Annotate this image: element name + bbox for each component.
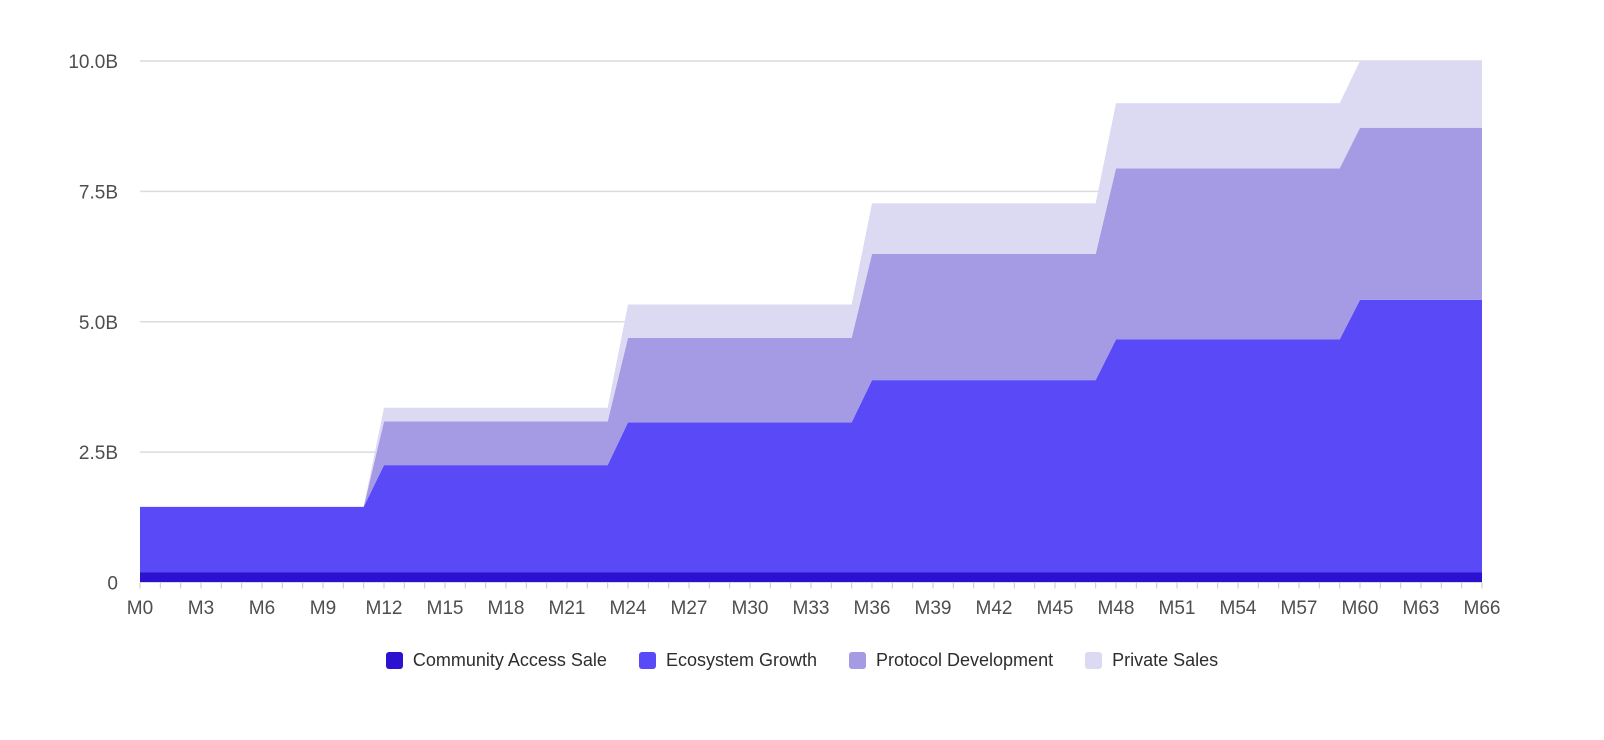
y-axis-tick-label: 0 — [107, 574, 118, 595]
legend-item-private-sales: Private Sales — [1085, 650, 1218, 671]
legend-swatch-icon — [1085, 652, 1103, 669]
x-axis-tick-label: M42 — [976, 598, 1013, 619]
legend-label: Ecosystem Growth — [665, 650, 817, 670]
x-axis-tick-label: M3 — [188, 598, 214, 619]
legend-swatch-icon — [638, 652, 656, 669]
x-axis-tick-label: M51 — [1159, 598, 1196, 619]
legend-label: Protocol Development — [875, 650, 1054, 670]
legend-item-protocol-development: Protocol Development — [848, 650, 1054, 671]
x-axis-tick-label: M12 — [366, 598, 403, 619]
x-axis-tick-label: M18 — [488, 598, 525, 619]
x-axis-tick-label: M27 — [671, 598, 708, 619]
y-axis-tick-label: 7.5B — [79, 182, 118, 203]
x-axis-tick-label: M0 — [127, 598, 153, 619]
x-axis-tick-label: M24 — [610, 598, 647, 619]
y-axis-tick-label: 10.0B — [68, 52, 118, 73]
legend-swatch-icon — [848, 652, 866, 669]
legend-label: Community Access Sale — [412, 650, 607, 670]
area-community-access-sale — [140, 572, 1482, 583]
x-axis-tick-label: M6 — [249, 598, 275, 619]
x-axis-tick-label: M15 — [427, 598, 464, 619]
x-axis-tick-label: M36 — [854, 598, 891, 619]
x-axis-tick-label: M60 — [1342, 598, 1379, 619]
area-protocol-development — [140, 127, 1482, 507]
x-axis-tick-label: M30 — [732, 598, 769, 619]
legend-item-ecosystem-growth: Ecosystem Growth — [638, 650, 817, 671]
x-axis-tick-label: M21 — [549, 598, 586, 619]
area-ecosystem-growth — [140, 299, 1482, 573]
x-axis-tick-label: M48 — [1098, 598, 1135, 619]
legend-label: Private Sales — [1112, 650, 1219, 670]
y-axis-tick-label: 2.5B — [79, 443, 118, 464]
area-private-sales — [140, 61, 1482, 507]
chart-legend: Community Access Sale Ecosystem Growth Pro… — [0, 650, 1604, 671]
y-axis-tick-label: 5.0B — [79, 313, 118, 334]
x-axis-tick-label: M45 — [1037, 598, 1074, 619]
x-axis-tick-label: M39 — [915, 598, 952, 619]
x-axis-tick-label: M9 — [310, 598, 336, 619]
legend-item-community-access-sale: Community Access Sale — [385, 650, 607, 671]
x-axis-tick-label: M57 — [1281, 598, 1318, 619]
x-axis-tick-label: M63 — [1403, 598, 1440, 619]
x-axis-tick-label: M54 — [1220, 598, 1257, 619]
x-axis-tick-label: M33 — [793, 598, 830, 619]
legend-swatch-icon — [385, 652, 403, 669]
x-axis-tick-label: M66 — [1464, 598, 1501, 619]
